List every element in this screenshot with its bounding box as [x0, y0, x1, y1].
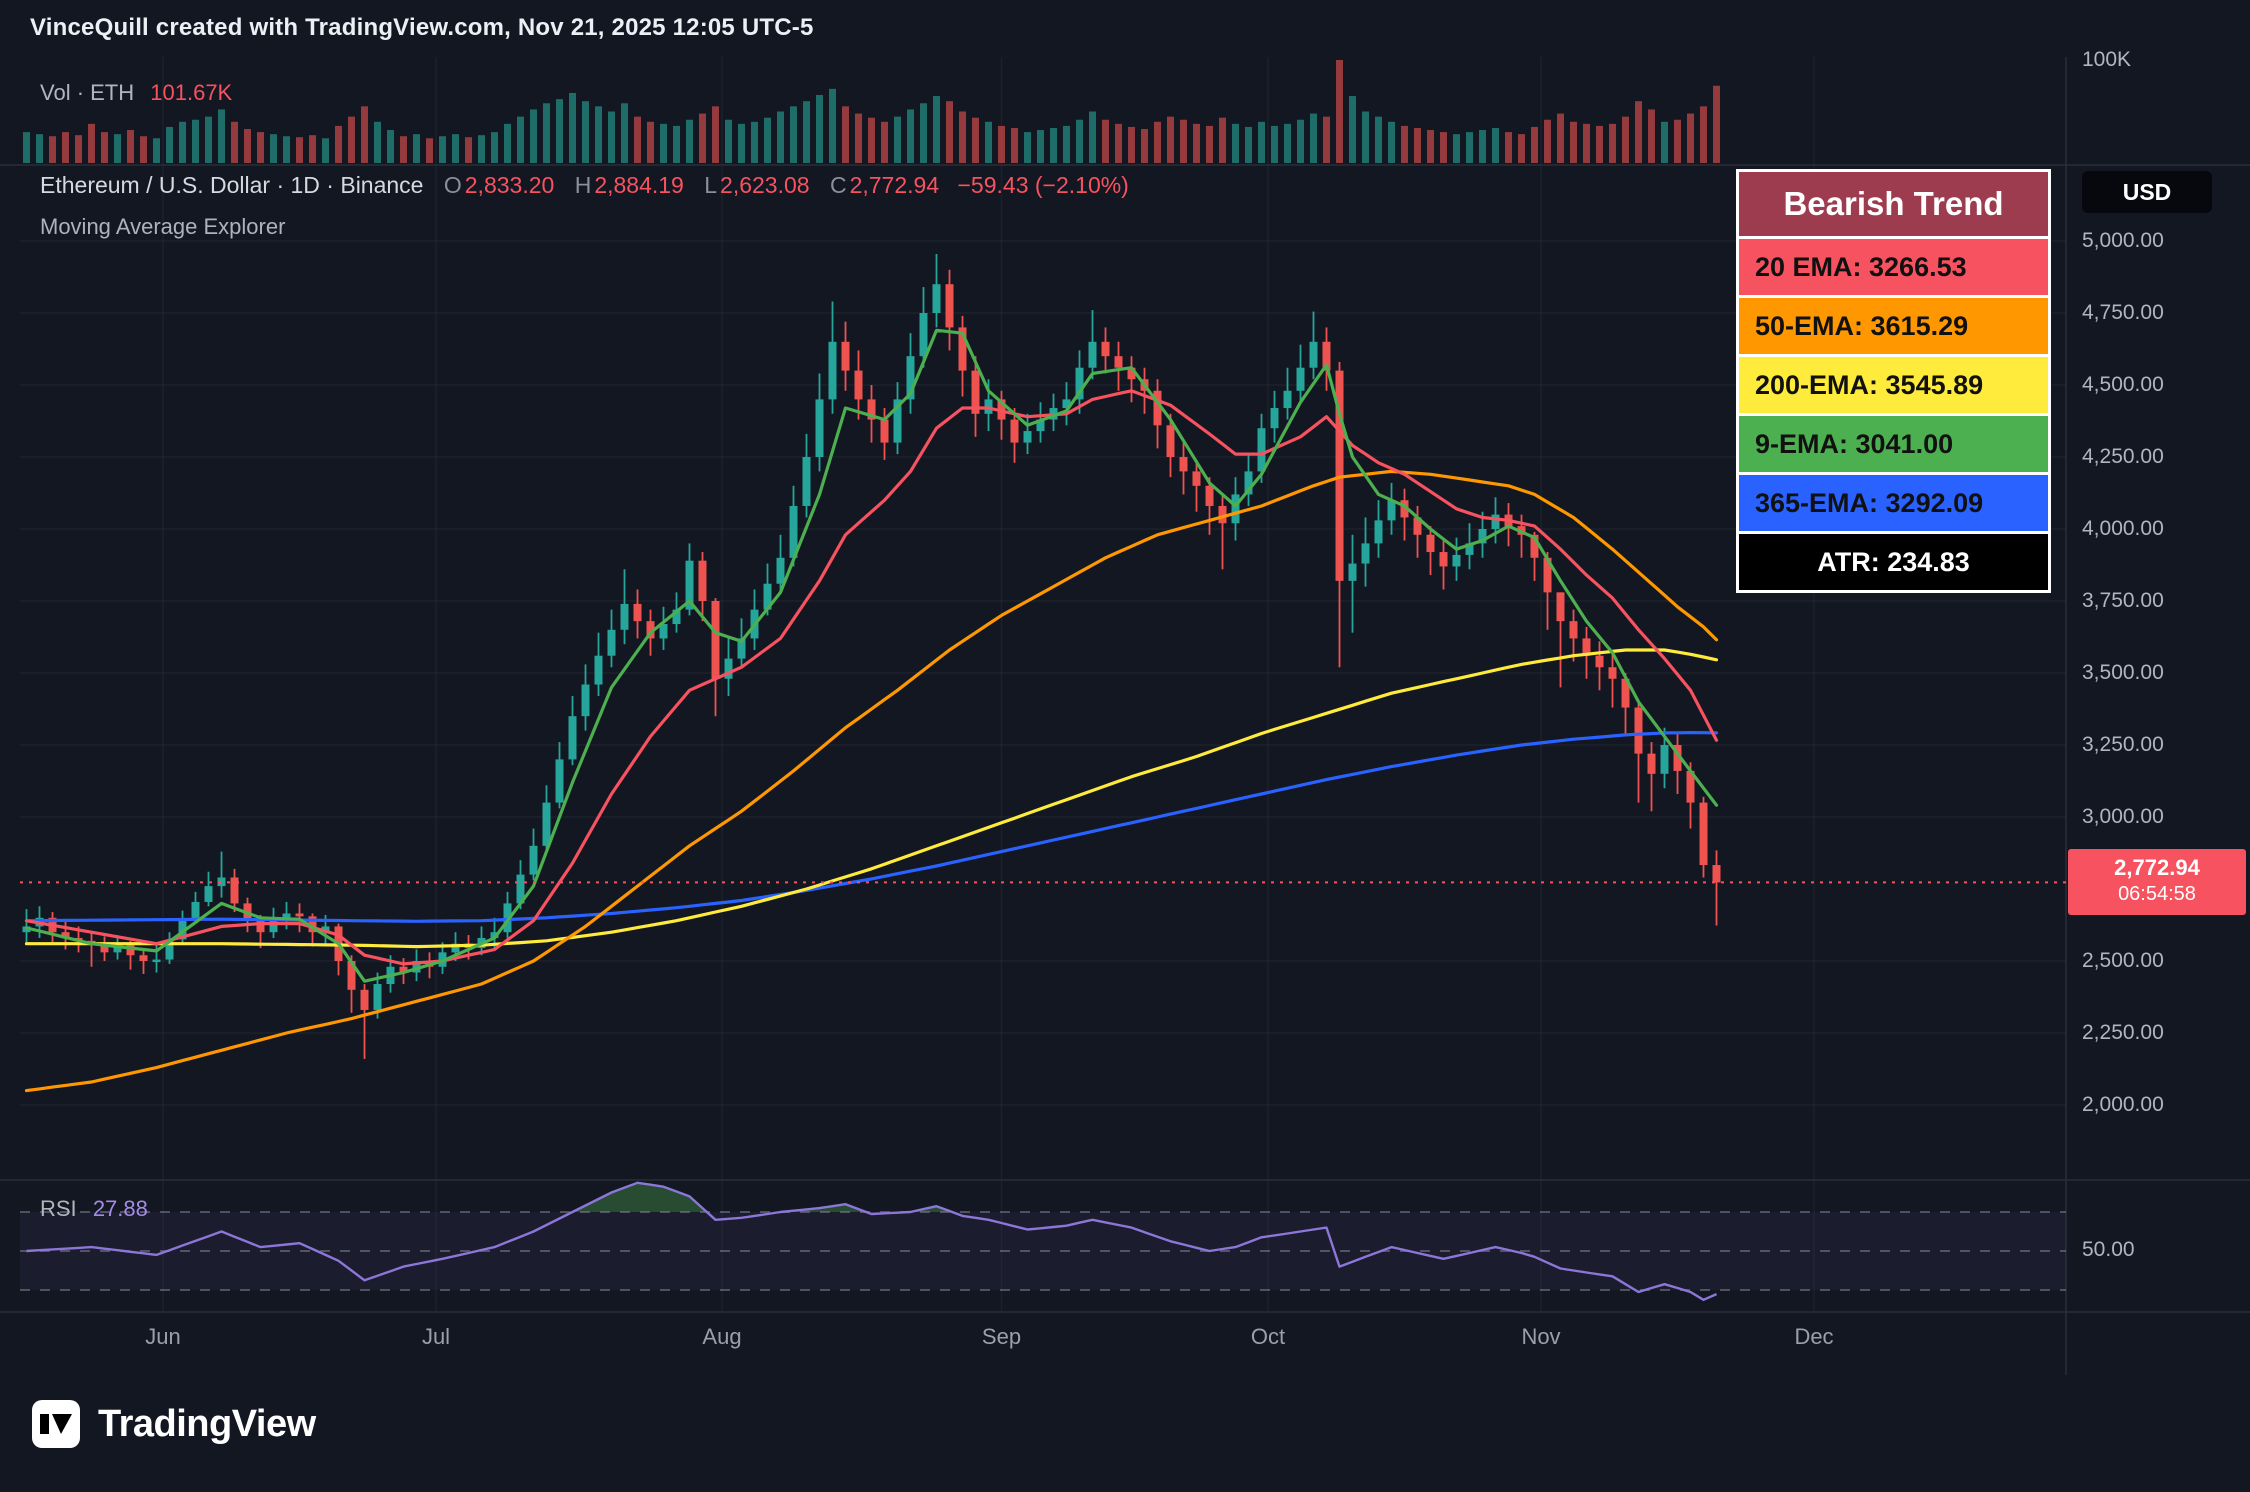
open-label: O	[443, 172, 462, 198]
time-axis-label: Jun	[145, 1324, 181, 1349]
time-axis-label: Sep	[981, 1324, 1022, 1349]
high-value: 2,884.19	[594, 172, 684, 198]
trend-legend-title: Bearish Trend	[1739, 172, 2048, 236]
time-axis-label: Aug	[702, 1324, 742, 1349]
price-axis-label: 4,000.00	[2082, 517, 2164, 540]
volume-legend-value: 101.67K	[150, 80, 233, 105]
currency-toggle-button[interactable]: USD	[2082, 171, 2212, 213]
legend-row: 50-EMA: 3615.29	[1739, 298, 2048, 354]
footer-brand[interactable]: TradingView	[30, 1398, 316, 1450]
legend-row: 365-EMA: 3292.09	[1739, 475, 2048, 531]
time-axis-label: Oct	[1250, 1324, 1286, 1349]
price-axis-label: 4,500.00	[2082, 373, 2164, 396]
price-axis-label: 3,250.00	[2082, 733, 2164, 756]
price-axis-label: 2,250.00	[2082, 1021, 2164, 1044]
price-axis-label: 2,500.00	[2082, 949, 2164, 972]
price-axis-label: 4,250.00	[2082, 445, 2164, 468]
price-axis-label: 2,000.00	[2082, 1093, 2164, 1116]
rsi-axis-label: 50.00	[2082, 1238, 2135, 1261]
legend-row: 9-EMA: 3041.00	[1739, 416, 2048, 472]
time-axis-label: Jul	[421, 1324, 451, 1349]
legend-row: 200-EMA: 3545.89	[1739, 357, 2048, 413]
low-label: L	[704, 172, 718, 198]
price-axis-label: 5,000.00	[2082, 229, 2164, 252]
time-axis-label: Nov	[1521, 1324, 1561, 1349]
price-axis-label: 4,750.00	[2082, 301, 2164, 324]
rsi-legend[interactable]: RSI 27.88	[40, 1196, 148, 1222]
attribution-text: VinceQuill created with TradingView.com,…	[30, 14, 814, 41]
indicator-label[interactable]: Moving Average Explorer	[40, 214, 286, 239]
price-axis-label: 3,750.00	[2082, 589, 2164, 612]
symbol-title[interactable]: Ethereum / U.S. Dollar · 1D · Binance	[40, 172, 424, 198]
tradingview-logo-icon	[32, 1400, 80, 1448]
last-price-badge: 2,772.94 06:54:58	[2068, 849, 2246, 916]
volume-legend-label: Vol · ETH	[40, 80, 135, 105]
legend-row: ATR: 234.83	[1739, 534, 2048, 590]
close-value: 2,772.94	[849, 172, 940, 198]
tradingview-wordmark: TradingView	[98, 1402, 316, 1445]
last-price-value: 2,772.94	[2114, 855, 2200, 881]
price-axis-label: 3,000.00	[2082, 805, 2164, 828]
time-axis[interactable]: Jun Jul Aug Sep Oct Nov Dec	[0, 1312, 2066, 1375]
price-axis[interactable]: USD 100K 5,000.00 4,750.00 4,500.00 4,250.0…	[2066, 0, 2250, 1492]
price-axis-label: 3,500.00	[2082, 661, 2164, 684]
bar-countdown: 06:54:58	[2118, 883, 2196, 906]
rsi-legend-value: 27.88	[92, 1196, 148, 1221]
low-value: 2,623.08	[720, 172, 810, 198]
volume-legend[interactable]: Vol · ETH 101.67K	[40, 80, 232, 106]
trend-legend-box: Bearish Trend 20 EMA: 3266.53 50-EMA: 361…	[1736, 169, 2051, 593]
volume-axis-label: 100K	[2082, 48, 2132, 71]
close-label: C	[829, 172, 847, 198]
open-value: 2,833.20	[464, 172, 555, 198]
high-label: H	[574, 172, 592, 198]
legend-row: 20 EMA: 3266.53	[1739, 239, 2048, 295]
time-axis-label: Dec	[1794, 1324, 1834, 1349]
rsi-legend-label: RSI	[40, 1196, 77, 1221]
change-value: −59.43 (−2.10%)	[957, 172, 1129, 198]
